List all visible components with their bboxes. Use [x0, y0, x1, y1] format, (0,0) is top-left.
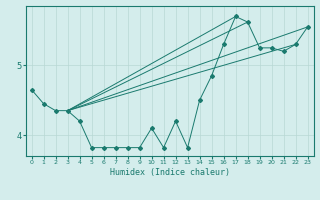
X-axis label: Humidex (Indice chaleur): Humidex (Indice chaleur): [109, 168, 230, 177]
